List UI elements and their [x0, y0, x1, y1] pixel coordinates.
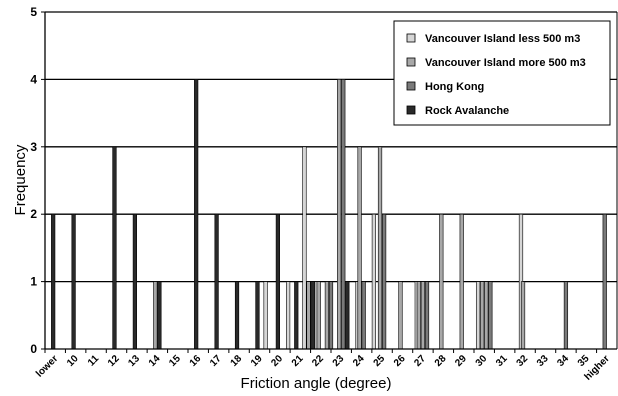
x-tick-label: 29 [453, 353, 469, 369]
bar-series-3 [234, 281, 240, 350]
bar-series-2 [563, 281, 569, 350]
x-tick-label: 32 [515, 353, 531, 369]
bar-series-3 [51, 213, 56, 350]
bar-series-2 [341, 79, 346, 350]
x-tick-label: 24 [351, 353, 367, 369]
x-axis-title: Friction angle (degree) [241, 375, 392, 392]
bar-series-0 [475, 281, 481, 350]
x-tick-label: 21 [290, 353, 306, 369]
bar-series-1 [316, 281, 321, 350]
x-tick-label: 28 [433, 353, 449, 369]
x-tick-label: 18 [229, 353, 245, 369]
bar-series-1 [416, 281, 421, 350]
bar-series-1 [520, 281, 526, 350]
x-tick-label: 16 [188, 353, 204, 369]
legend: Vancouver Island less 500 m3 Vancouver I… [393, 20, 611, 126]
bar-series-0 [371, 213, 377, 350]
x-tick-label: 20 [269, 353, 285, 369]
bar-series-1 [324, 281, 330, 350]
x-tick-label: 11 [86, 353, 102, 369]
y-tick-label: 5 [30, 5, 37, 19]
y-tick-label: 3 [30, 140, 37, 154]
bar-series-3 [132, 213, 137, 350]
bar-series-2 [488, 281, 493, 350]
x-tick-label: 17 [208, 353, 224, 369]
bar-series-3 [255, 281, 260, 350]
bar-series-2 [361, 281, 366, 350]
x-tick-label: 27 [412, 353, 428, 369]
x-tick-label: lower [34, 353, 60, 379]
legend-swatch-vancouver-more [406, 57, 416, 67]
bar-series-3 [194, 79, 199, 350]
x-tick-label: 30 [474, 353, 490, 369]
x-tick-label: 23 [331, 353, 347, 369]
x-tick-label: 22 [310, 353, 326, 369]
bar-series-0 [285, 281, 291, 350]
axes [41, 11, 618, 353]
legend-label-rock-avalanche: Rock Avalanche [425, 105, 509, 117]
legend-swatch-hong-kong [406, 81, 416, 91]
bar-series-1 [459, 213, 464, 350]
legend-box [393, 20, 611, 126]
x-tick-label: 33 [535, 353, 551, 369]
y-tick-label: 2 [30, 207, 37, 221]
x-tick-label: 25 [372, 353, 388, 369]
y-tick-label: 0 [30, 342, 37, 356]
bar-series-3 [214, 213, 219, 350]
bar-series-3 [71, 213, 76, 350]
legend-label-vancouver-more: Vancouver Island more 500 m3 [425, 57, 586, 69]
bar-series-3 [345, 281, 350, 350]
bar-series-1 [480, 281, 485, 350]
bar-series-2 [382, 213, 387, 350]
bar-series-3 [275, 213, 280, 350]
x-tick-label: 31 [494, 353, 510, 369]
y-tick-labels: 0 1 2 3 4 5 [30, 5, 37, 356]
y-axis-title: Frequency [12, 144, 29, 215]
bar-series-2 [328, 281, 334, 350]
legend-label-hong-kong: Hong Kong [425, 81, 484, 93]
bar-series-1 [420, 281, 426, 350]
legend-swatch-vancouver-less [406, 33, 416, 43]
bar-series-1 [377, 146, 383, 350]
bar-series-0 [302, 146, 307, 350]
legend-label-vancouver-less: Vancouver Island less 500 m3 [425, 33, 580, 45]
bar-series-2 [424, 281, 430, 350]
x-tick-label: 35 [576, 353, 592, 369]
x-tick-label: 14 [147, 353, 163, 369]
y-tick-label: 1 [30, 275, 37, 289]
bar-series-3 [112, 146, 117, 350]
bar-series-1 [337, 79, 342, 350]
x-tick-label: 19 [249, 353, 265, 369]
x-tick-label: 12 [106, 353, 122, 369]
bar-series-1 [306, 281, 311, 350]
bar-series-1 [484, 281, 489, 350]
y-tick-label: 4 [30, 72, 37, 86]
bars [51, 79, 607, 350]
bar-series-3 [294, 281, 299, 350]
x-tick-label: 26 [392, 353, 408, 369]
bar-series-3 [310, 281, 315, 350]
x-tick-label: 10 [65, 353, 81, 369]
bar-series-1 [153, 281, 158, 350]
bar-series-1 [398, 281, 403, 350]
bar-series-2 [602, 213, 607, 350]
x-tick-label: 15 [167, 353, 183, 369]
bar-series-1 [439, 213, 444, 350]
bar-series-3 [157, 281, 162, 350]
bar-series-1 [357, 146, 362, 350]
bar-series-0 [263, 281, 268, 350]
x-tick-label: 13 [126, 353, 142, 369]
legend-swatch-rock-avalanche [406, 105, 416, 115]
x-tick-label: 34 [555, 353, 571, 369]
